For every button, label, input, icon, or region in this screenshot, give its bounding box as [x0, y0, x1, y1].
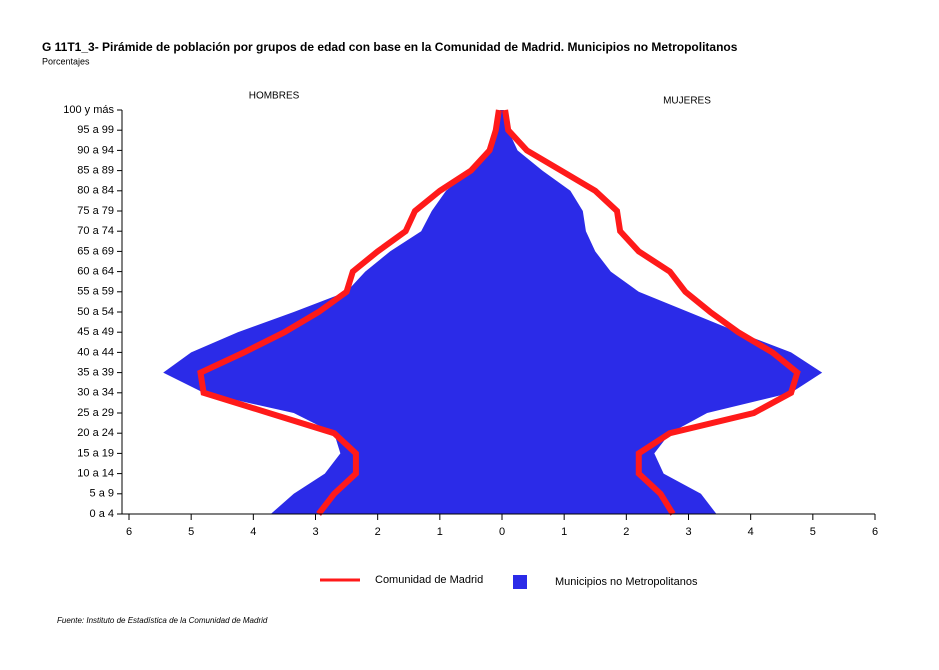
area-hombres	[163, 110, 503, 514]
y-tick-label: 85 a 89	[77, 165, 114, 177]
y-tick-label: 40 a 44	[77, 346, 114, 358]
y-tick-label: 90 a 94	[77, 144, 114, 156]
y-tick-label: 50 a 54	[77, 306, 114, 318]
x-tick-label: 0	[499, 526, 505, 538]
legend-swatch	[513, 575, 527, 589]
y-tick-label: 15 a 19	[77, 447, 114, 459]
left-label: HOMBRES	[249, 91, 300, 102]
legend-label: Comunidad de Madrid	[375, 574, 483, 586]
y-tick-label: 65 a 69	[77, 245, 114, 257]
x-tick-label: 3	[685, 526, 691, 538]
legend-label: Municipios no Metropolitanos	[555, 576, 698, 588]
x-tick-label: 4	[748, 526, 754, 538]
y-tick-label: 35 a 39	[77, 367, 114, 379]
y-tick-label: 0 a 4	[90, 508, 114, 520]
x-tick-label: 1	[437, 526, 443, 538]
y-tick-label: 5 a 9	[90, 488, 114, 500]
x-tick-label: 2	[375, 526, 381, 538]
y-tick-label: 25 a 29	[77, 407, 114, 419]
y-tick-label: 95 a 99	[77, 124, 114, 136]
x-tick-label: 6	[872, 526, 878, 538]
line-mujeres	[502, 109, 801, 516]
x-tick-label: 6	[126, 526, 132, 538]
y-tick-label: 55 a 59	[77, 286, 114, 298]
x-tick-label: 3	[312, 526, 318, 538]
y-tick-label: 30 a 34	[77, 387, 114, 399]
chart-subtitle: Porcentajes	[42, 56, 90, 66]
y-tick-label: 70 a 74	[77, 225, 114, 237]
x-tick-label: 5	[810, 526, 816, 538]
x-tick-label: 4	[250, 526, 256, 538]
y-tick-label: 45 a 49	[77, 326, 114, 338]
y-tick-label: 10 a 14	[77, 468, 114, 480]
area-mujeres	[502, 110, 823, 514]
line-hombres	[197, 109, 502, 516]
source-note: Fuente: Instituto de Estadística de la C…	[57, 616, 268, 625]
y-tick-label: 100 y más	[63, 104, 114, 116]
x-tick-label: 2	[623, 526, 629, 538]
x-tick-label: 5	[188, 526, 194, 538]
y-tick-label: 60 a 64	[77, 266, 114, 278]
chart-title: G 11T1_3- Pirámide de población por grup…	[42, 40, 738, 54]
right-label: MUJERES	[663, 96, 711, 107]
x-tick-label: 1	[561, 526, 567, 538]
y-tick-label: 75 a 79	[77, 205, 114, 217]
y-tick-label: 80 a 84	[77, 185, 114, 197]
y-tick-label: 20 a 24	[77, 427, 114, 439]
